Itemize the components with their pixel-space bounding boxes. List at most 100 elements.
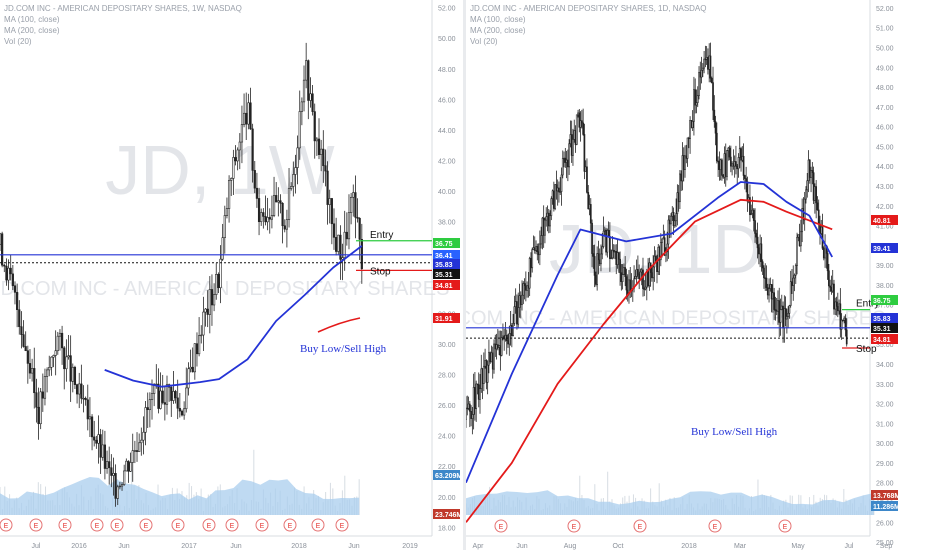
candle-body: [737, 157, 740, 170]
candle-body: [719, 159, 722, 170]
candle-body: [495, 344, 498, 350]
earnings-marker[interactable]: [171, 518, 185, 532]
candle-body: [84, 397, 87, 401]
candle-body: [768, 288, 770, 296]
candle-body: [499, 345, 502, 356]
price-badge-label: 36.75: [873, 298, 891, 305]
time-tick-label: Apr: [473, 543, 485, 550]
candle-body: [86, 399, 89, 420]
daily-indicator-vol[interactable]: Vol (20): [470, 37, 498, 46]
candle-body: [475, 383, 478, 409]
price-badges: 36.75 36.41 35.83 35.31 34.81 31.91 63.209M 23.…: [433, 238, 462, 519]
earnings-marker[interactable]: [110, 518, 124, 532]
candle-body: [537, 251, 540, 256]
earnings-marker[interactable]: [708, 519, 722, 533]
candle-body: [112, 473, 115, 476]
candle-body: [835, 301, 838, 307]
candle-body: [621, 274, 624, 282]
candle-body: [567, 159, 569, 168]
candle-body: [509, 325, 512, 334]
earnings-marker[interactable]: [225, 518, 239, 532]
candle-body: [56, 335, 59, 352]
daily-chart[interactable]: JD, 1D JD.COM INC - AMERICAN DEPOSITARY S…: [466, 0, 932, 550]
candle-body: [677, 192, 680, 203]
candles[interactable]: [0, 42, 363, 507]
candle-body: [238, 141, 241, 151]
candle-body: [150, 393, 154, 400]
candle-body: [223, 215, 226, 238]
earnings-marker[interactable]: [0, 518, 13, 532]
price-tick-label: 51.00: [876, 26, 894, 33]
candle-body: [558, 187, 560, 193]
candle-body: [572, 139, 574, 156]
time-axis[interactable]: Apr Jun Aug Oct 2018 Mar May Jul Sep: [466, 535, 892, 550]
earnings-marker[interactable]: [567, 519, 581, 533]
candle-body: [195, 343, 199, 355]
candle-body: [3, 264, 6, 267]
price-badge: [433, 250, 460, 260]
candle-body: [148, 399, 151, 411]
price-badge: [433, 313, 460, 323]
price-badge-label: 34.81: [873, 337, 891, 344]
earnings-marker[interactable]: [335, 518, 349, 532]
ma-100-line[interactable]: [104, 245, 363, 388]
candle-body: [11, 273, 14, 287]
weekly-indicator-vol[interactable]: Vol (20): [4, 37, 32, 46]
candle-body: [63, 347, 66, 370]
annotation-text[interactable]: Buy Low/Sell High: [691, 426, 778, 438]
candle-body: [322, 148, 325, 167]
earnings-marker[interactable]: [255, 518, 269, 532]
earnings-marker[interactable]: [202, 518, 216, 532]
candle-body: [653, 255, 656, 268]
candle-body: [619, 258, 621, 274]
daily-indicator-ma200[interactable]: MA (200, close): [470, 26, 526, 35]
candle-body: [341, 257, 344, 260]
annotation-text[interactable]: Buy Low/Sell High: [300, 343, 387, 355]
daily-chart-panel[interactable]: JD, 1D JD.COM INC - AMERICAN DEPOSITARY S…: [466, 0, 932, 550]
time-tick-label: 2018: [681, 543, 697, 550]
candle-body: [292, 174, 295, 187]
panel-divider[interactable]: [463, 0, 466, 550]
price-axis[interactable]: 52.00 50.00 48.00 46.00 44.00 42.00 40.00 38.00…: [431, 0, 456, 536]
candle-body: [131, 450, 134, 463]
earnings-marker[interactable]: [29, 518, 43, 532]
candle-body: [828, 270, 830, 287]
candle-body: [829, 285, 832, 288]
earnings-marker[interactable]: [633, 519, 647, 533]
ma-200-line[interactable]: [466, 198, 833, 523]
time-axis[interactable]: Jul 2016 Jun 2017 Jun 2018 Jun 2019: [0, 535, 432, 550]
earnings-marker[interactable]: [90, 518, 104, 532]
candle-body: [95, 439, 98, 444]
candle-body: [204, 308, 207, 313]
candle-body: [729, 156, 732, 167]
earnings-marker[interactable]: [778, 519, 792, 533]
weekly-indicator-ma200[interactable]: MA (200, close): [4, 26, 60, 35]
candle-body: [165, 384, 169, 405]
price-badge: [871, 295, 898, 305]
earnings-marker[interactable]: [494, 519, 508, 533]
candle-body: [573, 130, 576, 140]
candle-body: [531, 249, 534, 269]
candle-body: [118, 485, 121, 488]
price-badge: [433, 470, 460, 480]
earnings-marker-label: E: [783, 524, 788, 531]
candle-body: [170, 386, 173, 401]
earnings-marker[interactable]: [58, 518, 72, 532]
candle-body: [494, 343, 497, 350]
annotation-arrow[interactable]: [317, 317, 361, 333]
daily-indicator-ma100[interactable]: MA (100, close): [470, 15, 526, 24]
earnings-marker[interactable]: [139, 518, 153, 532]
weekly-indicator-ma100[interactable]: MA (100, close): [4, 15, 60, 24]
earnings-marker[interactable]: [311, 518, 325, 532]
candle-body: [662, 237, 665, 240]
candle-body: [135, 450, 139, 452]
candle-body: [172, 391, 175, 401]
candle-body: [763, 267, 765, 279]
price-axis[interactable]: 52.00 51.00 50.00 49.00 48.00 47.00 46.00 45.00…: [869, 0, 894, 547]
weekly-chart-panel[interactable]: JD, 1W JD.COM INC - AMERICAN DEPOSITARY S…: [0, 0, 464, 550]
earnings-marker[interactable]: [283, 518, 297, 532]
ma-100-line[interactable]: [466, 181, 833, 484]
